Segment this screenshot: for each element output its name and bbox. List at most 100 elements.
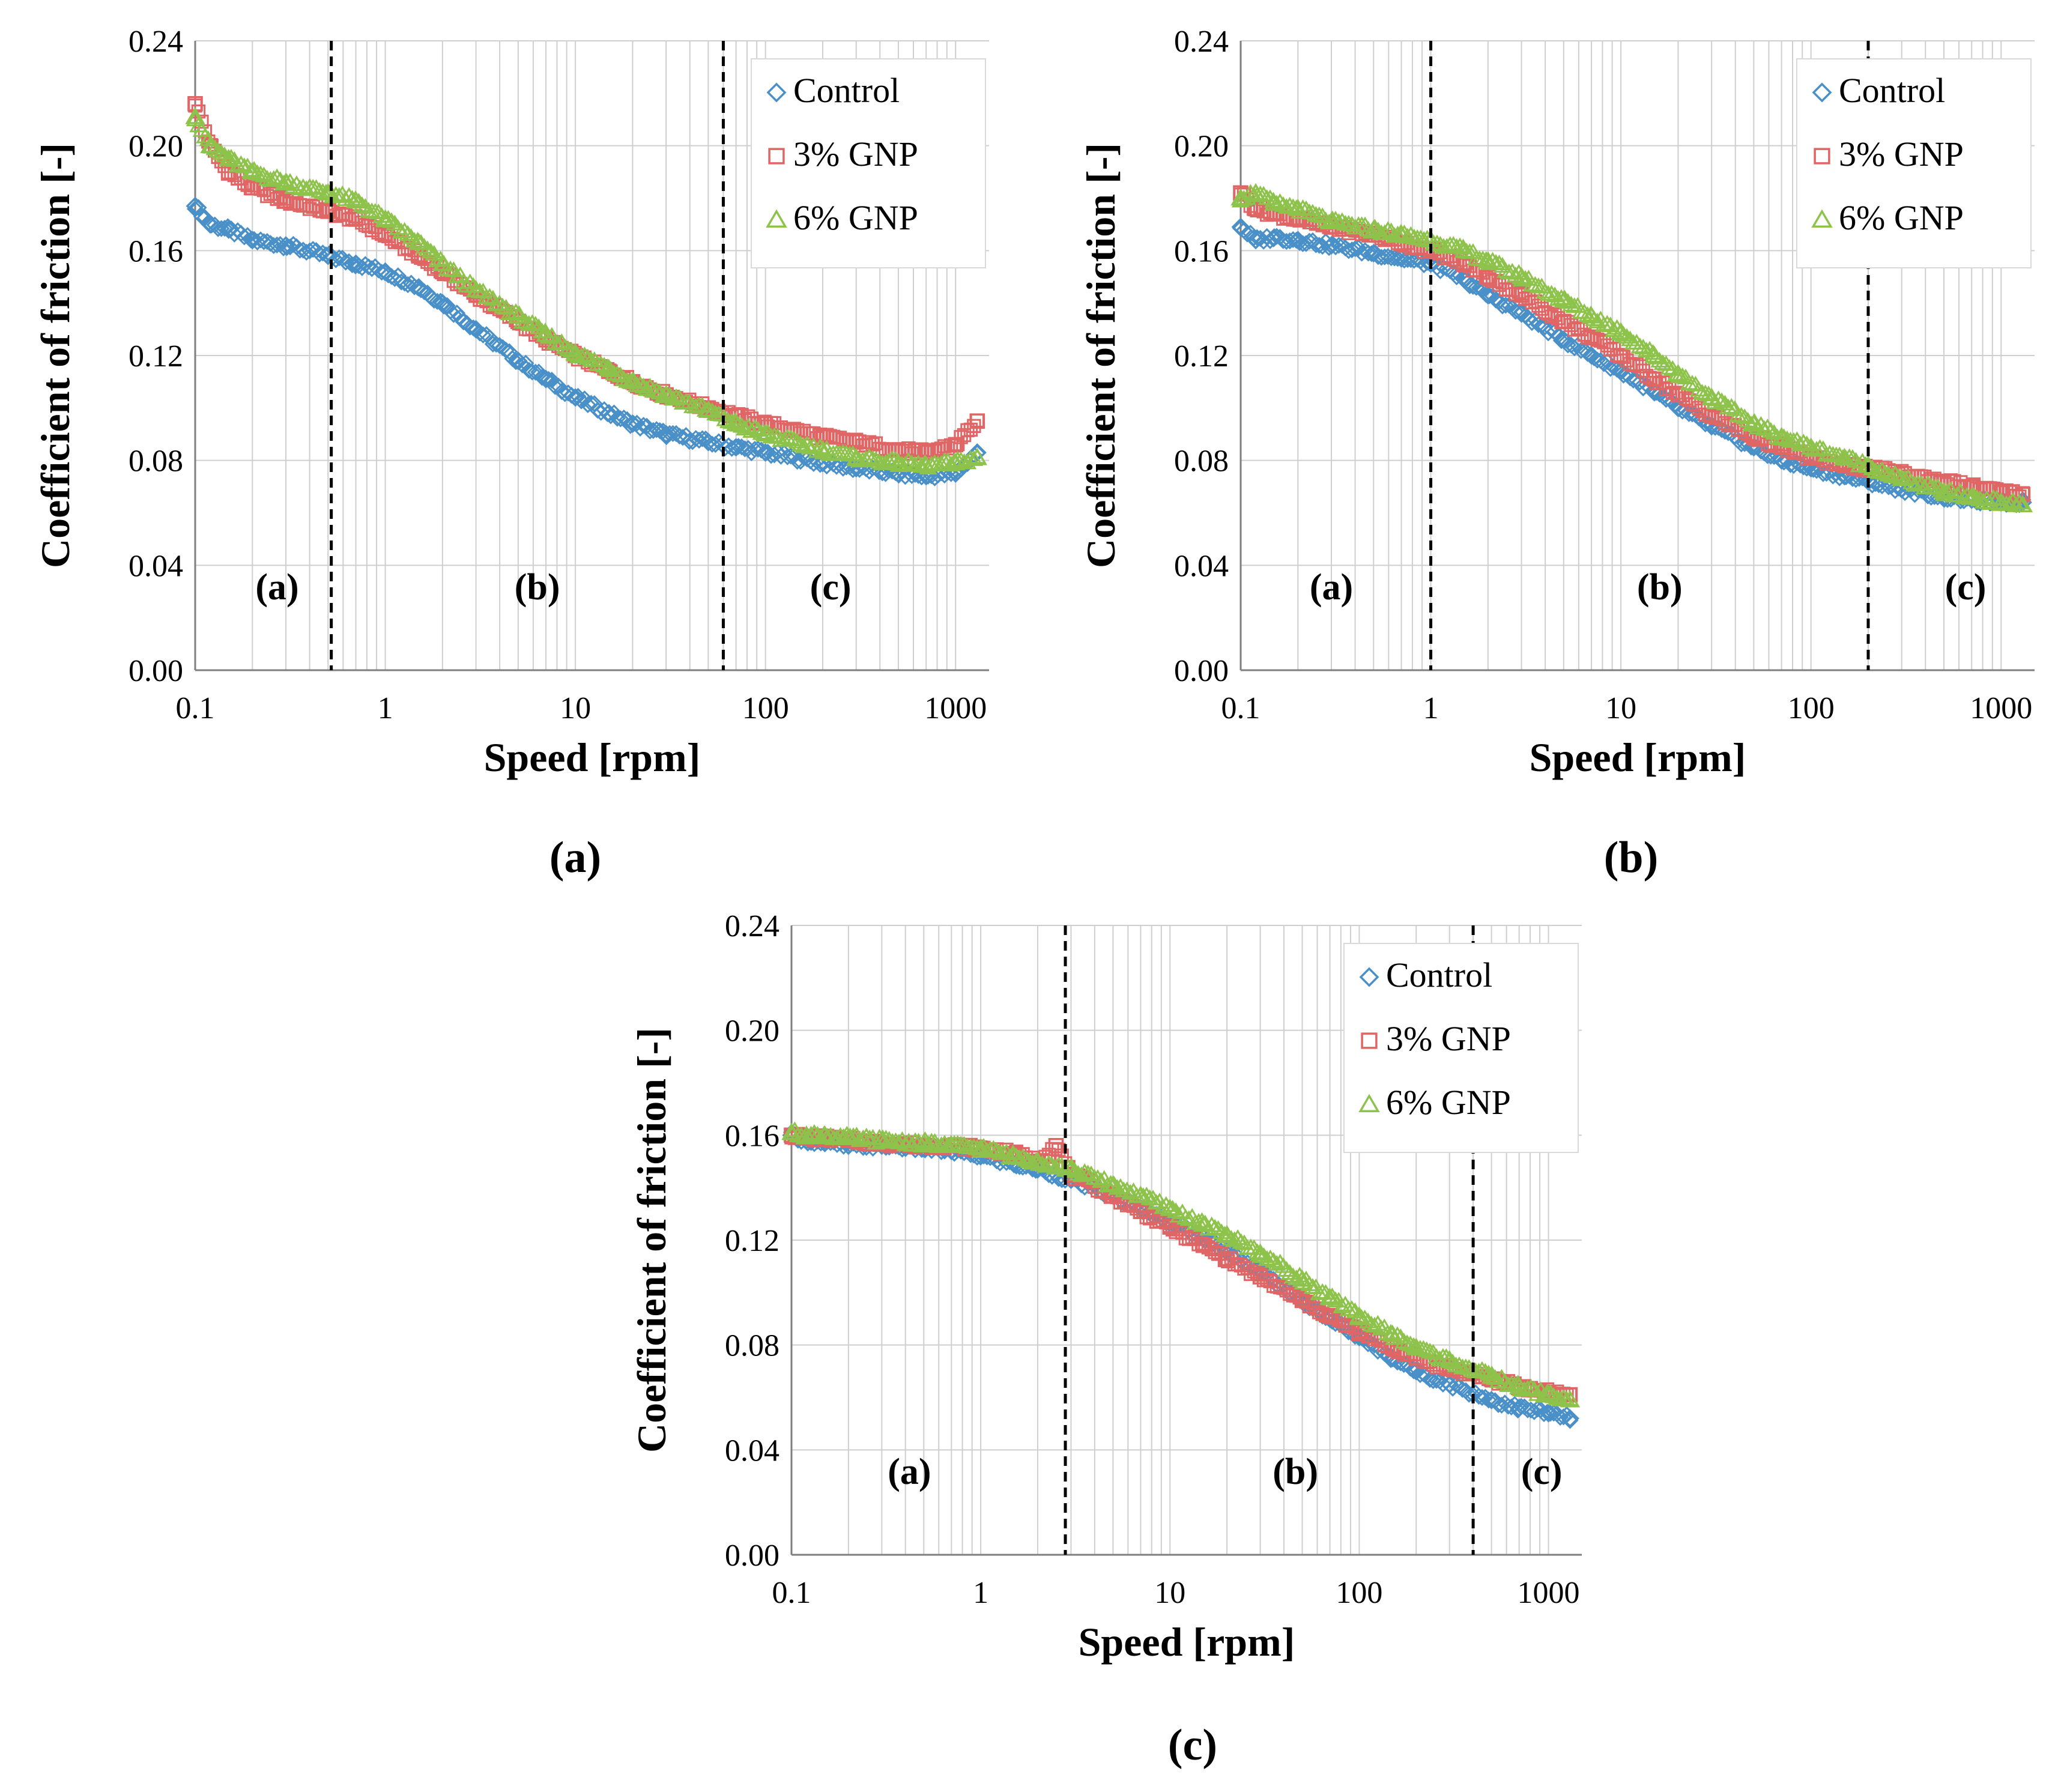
data-point [686,398,705,414]
data-point [1584,329,1599,345]
data-point [1217,1224,1237,1243]
data-point [680,393,699,410]
data-point [200,136,220,153]
regime-label: (b) [1273,1451,1318,1492]
data-point [1372,1319,1391,1336]
data-point [490,294,509,310]
data-point [1205,1218,1224,1235]
data-point [579,396,597,413]
data-point [1560,1390,1581,1408]
data-point [576,390,593,408]
data-point [345,190,366,208]
data-point [265,237,282,255]
data-point [1722,398,1741,414]
legend-label: 6% GNP [1839,198,1964,237]
data-point [1199,1220,1218,1236]
data-point [1560,1409,1579,1428]
data-point [1355,1309,1374,1325]
data-point [415,238,434,254]
data-point [1250,1243,1271,1261]
data-point [1513,287,1530,303]
data-point [536,369,555,389]
data-point [186,196,205,216]
y-tick-label: 0.20 [1174,130,1229,164]
data-point [967,419,981,433]
data-point [796,1125,817,1143]
data-point [648,421,665,438]
data-point [1271,1253,1289,1270]
data-point [1379,247,1397,265]
chart-panel-c: 0.00 0.04 0.08 0.12 0.16 0.20 0.24 0.1 1 10 100 100… [629,909,1582,1665]
data-point [205,139,224,156]
data-point [1065,1162,1085,1178]
data-point [508,306,528,324]
x-tick-label: 1 [378,691,393,725]
data-point [1157,1196,1176,1212]
data-point [1512,304,1531,323]
x-axis-title: Speed [rpm] [1530,734,1746,780]
data-point [1978,490,1996,506]
legend: Control 3% GNP 6% GNP [1796,58,2032,268]
legend-label: 3% GNP [793,135,918,174]
data-point [788,452,806,470]
data-point [1265,228,1284,247]
data-point [850,1131,870,1147]
data-point [967,443,987,462]
data-point [1510,1398,1529,1417]
data-point [1231,217,1250,237]
data-point [896,455,915,472]
data-point [252,231,270,249]
data-point [608,410,626,427]
data-point [1460,1385,1478,1403]
legend-label: 6% GNP [793,198,918,237]
legend-marker [1361,1032,1378,1049]
legend-label: Control [1386,955,1492,994]
data-point [1934,482,1954,500]
y-tick-label: 0.24 [129,25,183,59]
data-point [375,209,396,227]
data-point [1130,1185,1151,1203]
data-point [396,274,413,292]
data-point [562,342,581,358]
data-point [382,212,401,228]
data-point [1478,251,1498,268]
data-point [314,244,331,262]
data-point [1814,465,1832,482]
data-point [1494,297,1512,315]
data-point [1046,1158,1065,1175]
data-point [1511,267,1532,285]
data-point [1363,219,1384,237]
data-point [376,262,395,281]
y-tick-label: 0.20 [725,1014,779,1049]
data-point [558,340,578,357]
y-tick-label: 0.08 [129,444,183,479]
y-tick-label: 0.00 [129,654,183,688]
data-point [916,455,936,473]
data-point [1785,456,1803,474]
data-point [874,464,891,482]
legend-box [1796,58,2032,268]
data-point [948,437,964,453]
x-tick-label: 1000 [1970,691,2032,725]
data-point [1771,426,1792,444]
data-point [1542,285,1561,301]
data-point [698,432,718,452]
data-point [255,166,273,183]
data-point [1342,1300,1361,1316]
data-point [742,422,761,438]
data-point [1327,238,1345,256]
data-point [1420,1342,1439,1358]
data-point [187,96,203,112]
data-point [622,372,643,389]
data-point [1704,408,1719,424]
data-point [219,220,238,239]
data-point [725,414,746,431]
data-point [471,324,489,342]
data-point [1288,198,1308,216]
x-tick-label: 100 [1336,1576,1382,1610]
data-point [301,242,318,259]
data-point [1288,231,1307,250]
data-point [1323,1288,1342,1304]
data-point [815,429,831,445]
y-tick-label: 0.24 [725,909,779,943]
